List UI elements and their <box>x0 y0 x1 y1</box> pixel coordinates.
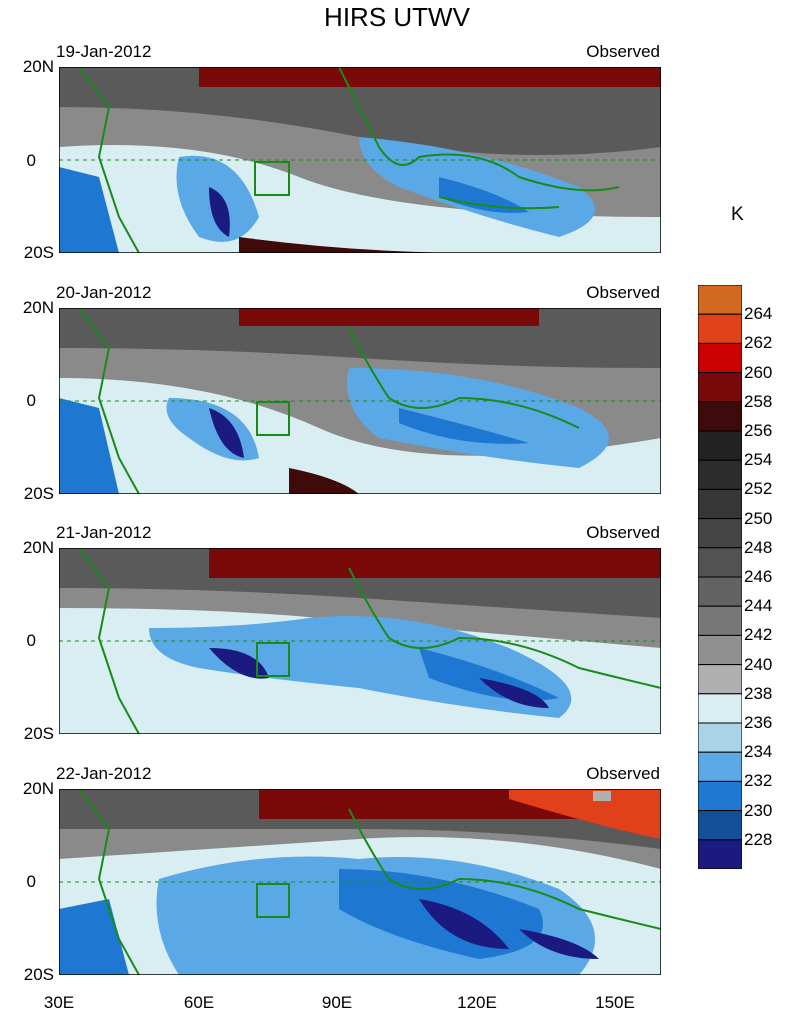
panel-3-lat-20s: 20S <box>23 724 54 743</box>
colorbar-segment <box>698 372 742 403</box>
colorbar-tick-label: 250 <box>744 508 773 528</box>
panel-1-lat-20s: 20S <box>23 243 54 262</box>
panel-3-lat-20n: 20N <box>22 538 54 557</box>
colorbar-tick-label: 234 <box>744 742 773 762</box>
colorbar-tick-label: 244 <box>744 596 773 616</box>
colorbar-segment <box>698 313 742 344</box>
panel-2-lat-20s: 20S <box>23 484 54 503</box>
colorbar-tick-label: 246 <box>744 567 773 586</box>
colorbar <box>698 285 742 869</box>
colorbar-tick-label: 258 <box>744 391 773 411</box>
colorbar-tick-label: 254 <box>744 450 773 470</box>
lon-label-150e: 150E <box>595 993 635 1012</box>
colorbar-segment <box>698 576 742 607</box>
panel-4-lat-20s: 20S <box>23 965 54 984</box>
colorbar-segment <box>698 839 742 869</box>
colorbar-tick-label: 230 <box>744 800 773 820</box>
panel-1-lat-0: 0 <box>26 151 36 170</box>
colorbar-tick-label: 252 <box>744 479 773 499</box>
panel-2-lat-0: 0 <box>26 391 36 410</box>
colorbar-tick-label: 236 <box>744 713 773 732</box>
panel-1-tag: Observed <box>586 42 660 61</box>
map-panel-2 <box>59 308 661 494</box>
colorbar-segment <box>698 459 742 490</box>
panel-4-date: 22-Jan-2012 <box>56 764 152 783</box>
colorbar-tick-label: 228 <box>744 829 773 849</box>
colorbar-tick-label: 242 <box>744 625 773 645</box>
map-panel-4 <box>59 789 661 975</box>
map-panel-3 <box>59 548 661 734</box>
panel-1-lat-20n: 20N <box>22 57 54 76</box>
colorbar-tick-label: 262 <box>744 333 773 353</box>
colorbar-segment <box>698 605 742 636</box>
panel-4-lat-0: 0 <box>26 872 36 891</box>
panel-3-tag: Observed <box>586 523 660 542</box>
colorbar-segment <box>698 722 742 753</box>
panel-2-tag: Observed <box>586 283 660 302</box>
panel-3-lat-0: 0 <box>26 631 36 650</box>
colorbar-tick-label: 260 <box>744 362 773 382</box>
lon-label-30e: 30E <box>43 993 75 1012</box>
colorbar-segment <box>698 810 742 841</box>
colorbar-segment <box>698 751 742 782</box>
colorbar-segment <box>698 547 742 578</box>
colorbar-segment <box>698 285 742 315</box>
colorbar-segment <box>698 693 742 724</box>
colorbar-segment <box>698 401 742 432</box>
colorbar-tick-label: 264 <box>744 304 773 324</box>
colorbar-segment <box>698 488 742 520</box>
colorbar-segment <box>698 634 742 666</box>
lon-label-120e: 120E <box>457 993 497 1012</box>
figure-title: HIRS UTWV <box>324 2 470 32</box>
colorbar-segment <box>698 342 742 374</box>
panel-1-date: 19-Jan-2012 <box>56 42 152 61</box>
colorbar-segment <box>698 780 742 812</box>
colorbar-tick-label: 238 <box>744 683 773 703</box>
panel-3-date: 21-Jan-2012 <box>56 523 152 542</box>
lon-label-60e: 60E <box>183 993 215 1012</box>
colorbar-segment <box>698 430 742 461</box>
panel-2-lat-20n: 20N <box>22 298 54 317</box>
colorbar-tick-label: 240 <box>744 654 773 674</box>
panel-4-lat-20n: 20N <box>22 779 54 798</box>
panel-4-tag: Observed <box>586 764 660 783</box>
colorbar-segment <box>698 664 742 695</box>
colorbar-unit: K <box>731 204 744 225</box>
map-panel-1 <box>59 67 661 253</box>
lon-label-90e: 90E <box>321 993 353 1012</box>
panel-2-date: 20-Jan-2012 <box>56 283 152 302</box>
colorbar-tick-label: 248 <box>744 537 773 557</box>
colorbar-segment <box>698 518 742 549</box>
colorbar-tick-label: 256 <box>744 421 773 440</box>
colorbar-tick-label: 232 <box>744 771 773 791</box>
